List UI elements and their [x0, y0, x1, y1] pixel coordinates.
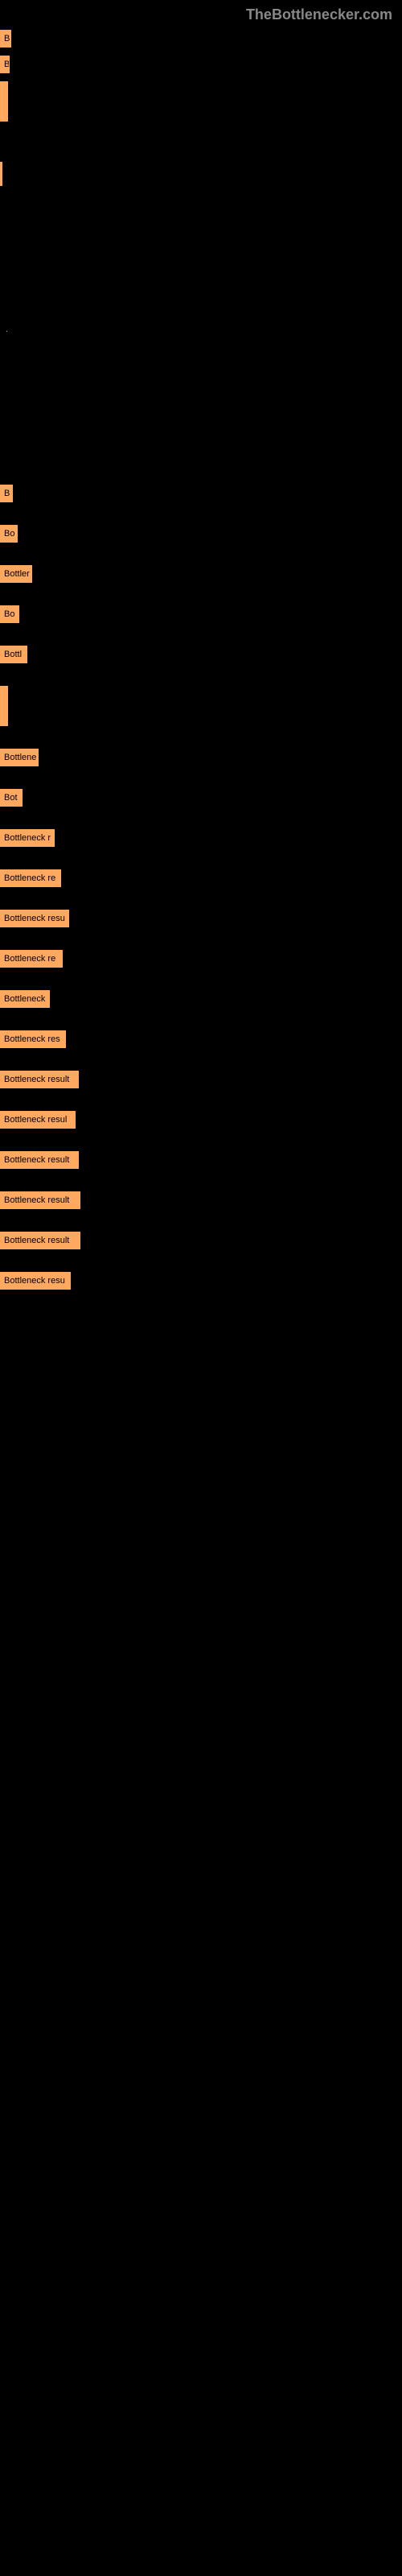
- chart-bar: Bottleneck result: [0, 1232, 80, 1249]
- chart-bar: Bottleneck: [0, 990, 50, 1008]
- bar-row: Bottleneck result: [0, 1071, 402, 1088]
- chart-bar: Bottleneck re: [0, 869, 61, 887]
- bar-row: Bot: [0, 789, 402, 807]
- dot-marker: [6, 331, 402, 332]
- bar-row: [0, 81, 402, 122]
- section-3: B Bo Bottler Bo Bottl Bottlene Bot Bottleneck r…: [0, 485, 402, 1290]
- chart-bar: Bottleneck result: [0, 1071, 79, 1088]
- bar-row: Bo: [0, 605, 402, 623]
- bar-row: Bottleneck re: [0, 869, 402, 887]
- chart-bar: [0, 81, 8, 122]
- chart-bar: Bottleneck result: [0, 1191, 80, 1209]
- bar-row: Bottleneck resu: [0, 910, 402, 927]
- bar-row: B: [0, 56, 402, 73]
- bar-row: Bottler: [0, 565, 402, 583]
- section-1: BB: [0, 30, 402, 122]
- section-2: [0, 162, 402, 186]
- chart-bar: Bottleneck res: [0, 1030, 66, 1048]
- bar-row: Bottlene: [0, 749, 402, 766]
- chart-bar: Bottleneck resu: [0, 1272, 71, 1290]
- chart-bar: Bottlene: [0, 749, 39, 766]
- chart-bar: B: [0, 485, 13, 502]
- bar-row: Bottleneck re: [0, 950, 402, 968]
- chart-bar: Bo: [0, 525, 18, 543]
- bar-row: Bottleneck result: [0, 1232, 402, 1249]
- chart-bar: Bottleneck re: [0, 950, 63, 968]
- bar-row: Bottleneck result: [0, 1151, 402, 1169]
- bar-row: Bo: [0, 525, 402, 543]
- bar-row: Bottleneck resul: [0, 1111, 402, 1129]
- bar-row: B: [0, 485, 402, 502]
- chart-bar: Bottleneck r: [0, 829, 55, 847]
- watermark-text: TheBottlenecker.com: [0, 0, 402, 30]
- bar-row: B: [0, 30, 402, 47]
- bar-row: Bottleneck r: [0, 829, 402, 847]
- chart-bar: Bottleneck result: [0, 1151, 79, 1169]
- chart-bar: Bottl: [0, 646, 27, 663]
- chart-bar: Bottler: [0, 565, 32, 583]
- chart-bar: [0, 162, 2, 186]
- bar-row: Bottleneck resu: [0, 1272, 402, 1290]
- chart-bar: B: [0, 30, 11, 47]
- chart-bar: Bottleneck resul: [0, 1111, 76, 1129]
- bar-row: Bottleneck result: [0, 1191, 402, 1209]
- bar-row: [0, 686, 402, 726]
- chart-bar: [0, 686, 8, 726]
- chart-bar: B: [0, 56, 10, 73]
- chart-bar: Bottleneck resu: [0, 910, 69, 927]
- bar-row: Bottl: [0, 646, 402, 663]
- chart-bar: Bo: [0, 605, 19, 623]
- bar-row: [0, 162, 402, 186]
- chart-bar: Bot: [0, 789, 23, 807]
- bar-row: Bottleneck res: [0, 1030, 402, 1048]
- bar-row: Bottleneck: [0, 990, 402, 1008]
